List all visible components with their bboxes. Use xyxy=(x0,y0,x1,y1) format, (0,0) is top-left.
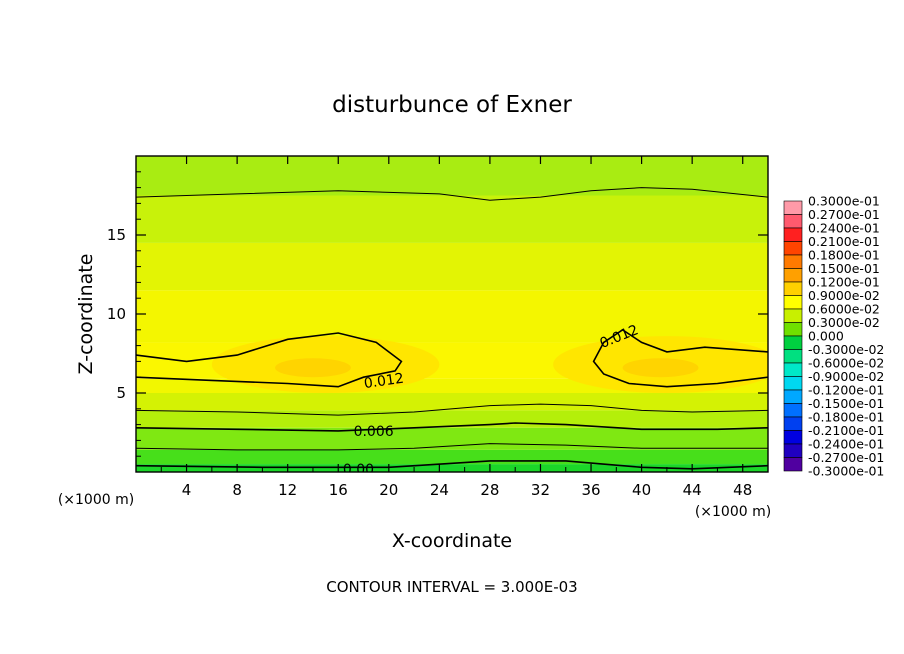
color-band xyxy=(136,427,768,450)
legend-label: 0.3000e-01 xyxy=(808,194,880,209)
legend-label: 0.9000e-02 xyxy=(808,288,880,303)
legend-label: -0.6000e-02 xyxy=(808,356,884,371)
color-band xyxy=(136,464,768,472)
legend-label: 0.1500e-01 xyxy=(808,261,880,276)
legend-label: -0.2100e-01 xyxy=(808,423,884,438)
x-tick-label: 16 xyxy=(329,481,348,499)
x-tick-label: 48 xyxy=(733,481,752,499)
x-axis: 4 8 12 16 20 24 28 32 36 40 44 48 xyxy=(160,156,752,499)
color-legend: 0.3000e-010.2700e-010.2400e-010.2100e-01… xyxy=(783,194,884,479)
y-tick-label: 10 xyxy=(107,305,126,323)
legend-swatch xyxy=(783,241,803,256)
contour-label: 0.00 xyxy=(343,462,374,478)
legend-swatch xyxy=(783,416,803,431)
legend-label: -0.1500e-01 xyxy=(808,396,884,411)
x-unit-right: (×1000 m) xyxy=(695,504,771,520)
legend-label: 0.2100e-01 xyxy=(808,234,880,249)
x-tick-label: 8 xyxy=(232,481,242,499)
x-tick-label: 32 xyxy=(531,481,550,499)
y-axis-label: Z-coordinate xyxy=(75,254,97,375)
x-tick-label: 40 xyxy=(632,481,651,499)
legend-swatch xyxy=(783,295,803,310)
legend-swatch xyxy=(783,403,803,418)
legend-label: 0.3000e-02 xyxy=(808,315,880,330)
legend-swatch xyxy=(783,443,803,458)
legend-swatch xyxy=(783,227,803,242)
color-band xyxy=(136,242,768,291)
legend-label: -0.9000e-02 xyxy=(808,369,884,384)
anomaly-core-right xyxy=(622,358,699,378)
legend-label: 0.000 xyxy=(808,329,844,344)
legend-label: 0.6000e-02 xyxy=(808,302,880,317)
color-band xyxy=(136,410,768,428)
contour-line-0-006 xyxy=(136,422,768,432)
contour-interval-note: CONTOUR INTERVAL = 3.000E-03 xyxy=(326,578,577,596)
legend-swatch xyxy=(783,200,803,215)
legend-swatch xyxy=(783,349,803,364)
legend-label: 0.1200e-01 xyxy=(808,275,880,290)
contour-label: 0.006 xyxy=(354,424,394,440)
legend-label: -0.1200e-01 xyxy=(808,383,884,398)
legend-label: 0.1800e-01 xyxy=(808,248,880,263)
legend-swatch xyxy=(783,214,803,229)
contour-line-0-003 xyxy=(136,443,768,451)
legend-swatch xyxy=(783,281,803,296)
x-tick-label: 36 xyxy=(581,481,600,499)
y-tick-label: 5 xyxy=(116,384,126,402)
y-tick-label: 15 xyxy=(107,226,126,244)
legend-swatch xyxy=(783,322,803,337)
legend-label: 0.2400e-01 xyxy=(808,221,880,236)
legend-swatch xyxy=(783,254,803,269)
x-tick-label: 20 xyxy=(379,481,398,499)
legend-label: -0.2700e-01 xyxy=(808,450,884,465)
contour-line-0-012-left xyxy=(136,332,403,388)
legend-swatch xyxy=(783,308,803,323)
legend-label: -0.2400e-01 xyxy=(808,437,884,452)
y-axis: 5 10 15 xyxy=(107,171,768,457)
contour-label: 0.012 xyxy=(363,371,405,392)
chart-title: disturbunce of Exner xyxy=(332,92,572,118)
legend-swatch xyxy=(783,457,803,472)
color-band xyxy=(136,195,768,243)
color-band xyxy=(136,290,768,343)
x-axis-label: X-coordinate xyxy=(392,530,512,552)
contour-line-0-012-right xyxy=(592,328,768,388)
legend-label: -0.3000e-02 xyxy=(808,342,884,357)
x-unit-left: (×1000 m) xyxy=(58,492,134,508)
x-tick-label: 44 xyxy=(683,481,702,499)
x-tick-label: 24 xyxy=(430,481,449,499)
legend-swatch xyxy=(783,362,803,377)
legend-swatch xyxy=(783,430,803,445)
legend-swatch xyxy=(783,335,803,350)
color-band xyxy=(136,156,768,196)
legend-swatch xyxy=(783,376,803,391)
x-tick-label: 28 xyxy=(480,481,499,499)
x-tick-label: 4 xyxy=(182,481,192,499)
legend-label: -0.1800e-01 xyxy=(808,410,884,425)
anomaly-core-left xyxy=(275,358,351,378)
contour-line-0-00 xyxy=(136,460,768,470)
plot-area xyxy=(136,156,768,472)
legend-label: -0.3000e-01 xyxy=(808,464,884,479)
legend-label: 0.2700e-01 xyxy=(808,207,880,222)
contour-line-upper xyxy=(136,187,768,201)
color-band xyxy=(136,393,768,411)
color-band xyxy=(136,449,768,465)
legend-swatch xyxy=(783,389,803,404)
contour-line-0-009 xyxy=(136,403,768,416)
x-tick-label: 12 xyxy=(278,481,297,499)
legend-swatch xyxy=(783,268,803,283)
